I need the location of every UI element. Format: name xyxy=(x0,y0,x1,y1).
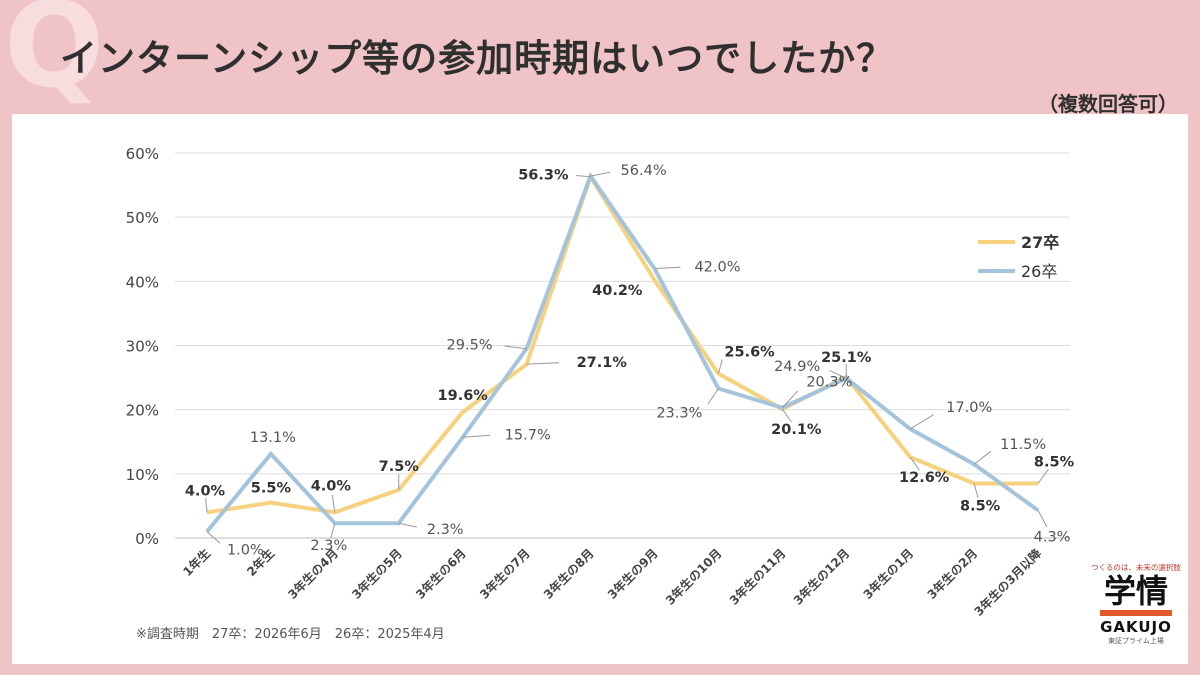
leader-line xyxy=(205,497,208,513)
data-label-26: 13.1% xyxy=(250,430,296,446)
data-label-27: 20.1% xyxy=(771,422,822,438)
leader-line xyxy=(590,171,611,177)
leader-line xyxy=(462,434,491,438)
leader-line xyxy=(781,390,799,409)
leader-line xyxy=(973,483,979,498)
y-tick-label: 10% xyxy=(126,466,159,484)
data-label-27: 56.3% xyxy=(518,168,569,184)
leader-line xyxy=(781,408,792,423)
x-tick-label: 3年生の12月 xyxy=(790,546,852,608)
data-label-27: 27.1% xyxy=(577,355,628,371)
legend-label: 27卒 xyxy=(1021,233,1059,252)
data-label-26: 15.7% xyxy=(505,427,551,443)
x-tick-label: 3年生の9月 xyxy=(604,546,660,602)
data-label-26: 11.5% xyxy=(1000,437,1046,453)
data-label-27: 8.5% xyxy=(1034,454,1075,470)
data-label-26: 29.5% xyxy=(447,338,493,354)
logo-bar xyxy=(1100,609,1172,616)
data-label-27: 5.5% xyxy=(251,481,292,497)
chart-panel: 0% 10% 20% 30% 40% 50% 60% 1年生 2年生 3年生の4月 3年生の5月 3年… xyxy=(12,114,1188,664)
data-label-27: 8.5% xyxy=(960,498,1001,514)
leader-line xyxy=(1037,510,1048,528)
logo-tagline: つくるのは、未来の選択肢 xyxy=(1091,563,1181,572)
x-tick-label: 3年生の5月 xyxy=(349,546,405,602)
data-label-27: 4.0% xyxy=(185,483,226,499)
data-label-27: 25.1% xyxy=(821,350,872,366)
leader-line xyxy=(829,369,847,379)
data-label-27: 25.6% xyxy=(724,345,775,361)
logo-name-en: GAKUJO xyxy=(1100,617,1172,636)
x-tick-label: 3年生の10月 xyxy=(662,546,724,608)
x-tick-label: 3年生の6月 xyxy=(412,546,468,602)
leader-line xyxy=(909,456,920,471)
legend-label: 26卒 xyxy=(1021,262,1057,281)
leader-line xyxy=(330,523,336,538)
survey-footnote: ※調査時期 27卒：2026年6月 26卒：2025年4月 xyxy=(136,627,445,642)
data-label-26: 20.3% xyxy=(806,375,852,391)
data-label-26: 4.3% xyxy=(1034,529,1071,545)
x-tick-label: 3年生の2月 xyxy=(924,546,980,602)
x-tick-label: 3年生の7月 xyxy=(476,546,532,602)
data-label-26: 23.3% xyxy=(656,405,702,421)
data-label-26: 24.9% xyxy=(774,359,820,375)
data-label-27: 40.2% xyxy=(592,283,643,299)
line-chart: 0%10%20%30%40%50%60%1年生 2年生 3年生の4月 3年生の5月 3年… xyxy=(126,145,1075,619)
q-mark: Q xyxy=(4,0,105,114)
logo-sub: 東証プライム上場 xyxy=(1108,636,1164,645)
y-tick-label: 20% xyxy=(126,402,159,420)
data-label-27: 19.6% xyxy=(438,388,489,404)
leader-line xyxy=(707,388,719,405)
series-line-1 xyxy=(205,171,1040,533)
leader-line xyxy=(504,345,527,350)
leader-line xyxy=(526,362,560,365)
leader-line xyxy=(576,174,591,178)
data-label-26: 56.4% xyxy=(621,163,667,179)
x-tick-label: 3年生の1月 xyxy=(860,546,916,602)
leader-line xyxy=(654,266,681,269)
data-label-26: 17.0% xyxy=(946,400,992,416)
x-tick-label: 3年生の11月 xyxy=(726,546,788,608)
data-label-26: 2.3% xyxy=(427,522,464,538)
data-label-27: 7.5% xyxy=(379,459,420,475)
data-label-26: 2.3% xyxy=(310,538,347,554)
x-tick-label: 1年生 xyxy=(180,546,213,579)
leader-line xyxy=(206,531,221,544)
logo-name: 学情 xyxy=(1103,572,1168,610)
page-subtitle: （複数回答可） xyxy=(1038,92,1178,116)
y-tick-label: 60% xyxy=(126,145,159,163)
leader-line xyxy=(973,450,992,465)
data-label-27: 4.0% xyxy=(311,478,352,494)
series-line-0 xyxy=(206,172,1039,515)
page-title: インターンシップ等の参加時期はいつでしたか？ xyxy=(60,37,895,80)
leader-line xyxy=(331,494,336,513)
leader-line xyxy=(909,414,934,430)
y-tick-label: 30% xyxy=(126,338,159,356)
x-tick-label: 3年生の8月 xyxy=(540,546,596,602)
data-label-26: 42.0% xyxy=(694,260,740,276)
leader-line xyxy=(717,359,723,374)
gakujo-logo: つくるのは、未来の選択肢 学情 GAKUJO 東証プライム上場 xyxy=(1090,562,1182,646)
leader-line xyxy=(398,522,418,528)
x-tick-label: 3年生の3月以降 xyxy=(971,545,1045,619)
y-tick-label: 0% xyxy=(135,530,159,548)
y-tick-label: 50% xyxy=(126,209,159,227)
y-tick-label: 40% xyxy=(126,273,159,291)
data-label-27: 12.6% xyxy=(899,470,950,486)
leader-line xyxy=(1037,468,1049,484)
data-label-26: 1.0% xyxy=(227,543,264,559)
